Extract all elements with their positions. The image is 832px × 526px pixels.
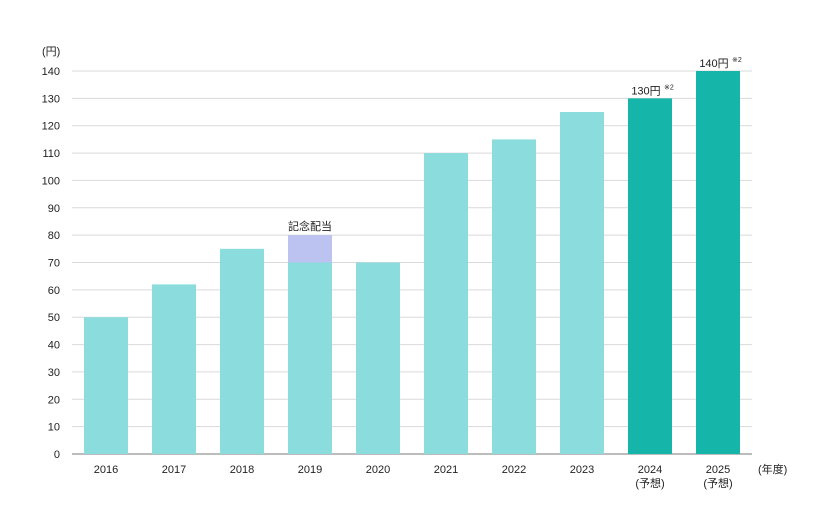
y-tick-label: 60 — [48, 285, 60, 297]
bar-segment-commemorative — [288, 235, 332, 263]
x-tick-label: 2017 — [162, 464, 186, 476]
bar-2016 — [84, 317, 128, 454]
bar-2021 — [424, 153, 468, 455]
bar-2023 — [560, 112, 604, 455]
x-tick-label: 2024 — [638, 464, 662, 476]
x-axis-ticks: 2016 2017 2018 2019 2020 2021 2022 2023 2024(予想)… — [94, 464, 733, 490]
y-tick-label: 10 — [48, 422, 60, 434]
y-tick-label: 100 — [42, 175, 60, 187]
y-axis-ticks: 0 10 20 30 40 50 60 70 80 90 100 110 120 130 140 — [42, 66, 60, 461]
bar-value-label: 140円 — [699, 58, 728, 70]
x-tick-sublabel: (予想) — [635, 476, 664, 490]
y-tick-label: 140 — [42, 66, 60, 78]
y-tick-label: 90 — [48, 203, 60, 215]
y-tick-label: 80 — [48, 230, 60, 242]
bar-2022 — [492, 139, 536, 454]
y-tick-label: 130 — [42, 93, 60, 105]
x-tick-label: 2023 — [570, 464, 594, 476]
x-tick-label: 2018 — [230, 464, 254, 476]
bar-2020 — [356, 262, 400, 454]
bar-2018 — [220, 248, 264, 454]
bar-value-footnote-mark: ※2 — [732, 57, 742, 64]
y-tick-label: 70 — [48, 258, 60, 270]
y-tick-label: 40 — [48, 340, 60, 352]
commemorative-label: 記念配当 — [288, 219, 332, 233]
x-tick-label: 2020 — [366, 464, 390, 476]
y-tick-label: 120 — [42, 121, 60, 133]
x-tick-label: 2021 — [434, 464, 458, 476]
y-tick-label: 30 — [48, 367, 60, 379]
y-axis-unit-label: (円) — [42, 46, 60, 58]
x-tick-label: 2016 — [94, 464, 118, 476]
x-tick-label: 2022 — [502, 464, 526, 476]
bar-2019 — [288, 262, 332, 454]
x-tick-label: 2025 — [706, 464, 730, 476]
bar-2024 — [628, 98, 672, 454]
bars — [84, 71, 740, 455]
bar-value-footnote-mark: ※2 — [664, 84, 674, 91]
bar-annotations: 記念配当 130円 ※2 140円 ※2 — [288, 57, 742, 233]
y-tick-label: 50 — [48, 312, 60, 324]
y-tick-label: 0 — [54, 449, 60, 461]
bar-2017 — [152, 284, 196, 454]
x-tick-sublabel: (予想) — [703, 476, 732, 490]
y-tick-label: 110 — [42, 148, 60, 160]
bar-value-label: 130円 — [631, 85, 660, 97]
x-axis-unit-label: (年度) — [758, 462, 787, 476]
x-tick-label: 2019 — [298, 464, 322, 476]
bar-2025 — [696, 71, 740, 454]
y-tick-label: 20 — [48, 394, 60, 406]
